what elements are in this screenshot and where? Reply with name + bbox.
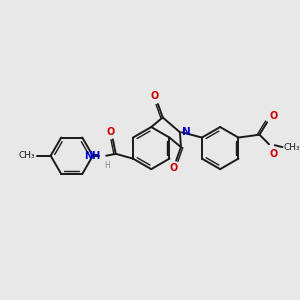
Text: CH₃: CH₃ bbox=[284, 142, 300, 152]
Text: O: O bbox=[270, 149, 278, 159]
Text: N: N bbox=[182, 127, 190, 137]
Text: O: O bbox=[169, 164, 177, 173]
Text: NH: NH bbox=[84, 151, 101, 161]
Text: O: O bbox=[151, 91, 159, 101]
Text: O: O bbox=[269, 111, 277, 121]
Text: CH₃: CH₃ bbox=[19, 151, 35, 160]
Text: O: O bbox=[107, 127, 115, 136]
Text: H: H bbox=[104, 161, 110, 170]
